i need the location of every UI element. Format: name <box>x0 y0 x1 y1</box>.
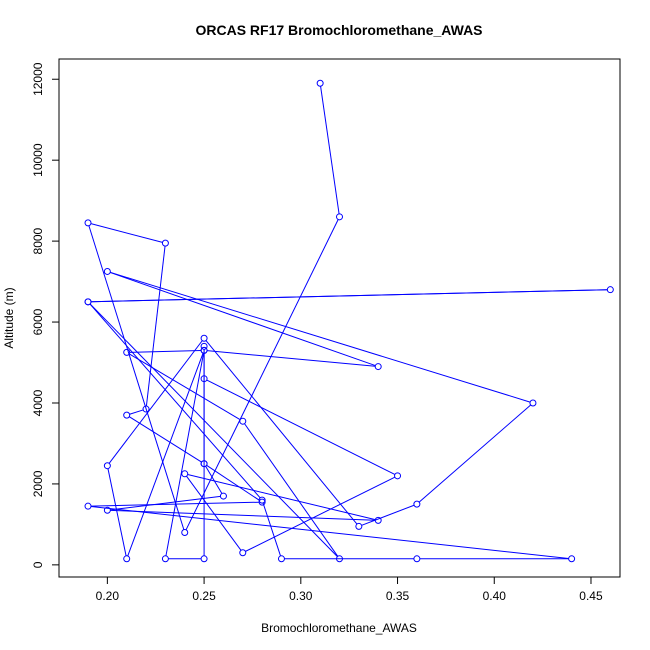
x-tick-label: 0.20 <box>96 589 120 603</box>
y-axis: 0 2000 4000 6000 8000 10000 12000 <box>31 62 60 568</box>
x-tick-label: 0.40 <box>483 589 507 603</box>
series-segment <box>206 464 260 501</box>
series-segment <box>110 495 221 511</box>
data-point <box>374 516 382 524</box>
data-point <box>200 460 208 468</box>
data-point <box>84 502 92 510</box>
y-axis-label: Altitude (m) <box>2 287 16 348</box>
series-segment <box>185 219 339 531</box>
series-segment <box>129 353 241 421</box>
data-point <box>374 363 382 371</box>
data-point <box>123 348 131 356</box>
data-point <box>161 239 169 247</box>
series-segment <box>207 350 376 367</box>
y-tick-label: 12000 <box>31 62 45 96</box>
data-point <box>103 462 111 470</box>
data-point <box>568 555 576 563</box>
data-point <box>103 267 111 275</box>
data-point <box>181 528 189 536</box>
data-point <box>123 555 131 563</box>
y-tick-label: 2000 <box>31 470 45 497</box>
series-segment <box>90 223 163 243</box>
y-tick-label: 6000 <box>31 308 45 335</box>
y-tick-label: 8000 <box>31 227 45 254</box>
series-segment <box>205 466 223 494</box>
data-point <box>239 549 247 557</box>
series-segment <box>187 474 376 521</box>
series-segment <box>128 416 202 463</box>
data-point <box>103 506 111 514</box>
series-segment <box>186 475 242 551</box>
series-segment <box>89 303 338 557</box>
data-point <box>84 219 92 227</box>
x-tick-label: 0.30 <box>289 589 313 603</box>
chart-title: ORCAS RF17 Bromochloromethane_AWAS <box>195 22 482 38</box>
data-point <box>355 522 363 530</box>
data-point <box>606 286 614 294</box>
data-point <box>123 411 131 419</box>
x-axis: 0.20 0.25 0.30 0.35 0.40 0.45 <box>96 576 603 603</box>
series-segment <box>110 271 531 403</box>
data-point <box>200 555 208 563</box>
data-point <box>277 555 285 563</box>
series-segment <box>205 340 358 525</box>
data-point <box>394 472 402 480</box>
series-segment <box>320 86 340 214</box>
series-segment <box>418 404 532 503</box>
data-point <box>258 496 266 504</box>
series-segment <box>262 502 282 557</box>
series-segment <box>165 353 205 556</box>
series-segment <box>127 353 204 557</box>
series-segment <box>206 379 396 475</box>
series-segment <box>90 506 569 559</box>
series-segment <box>110 271 376 367</box>
data-point <box>413 500 421 508</box>
data-point <box>181 470 189 478</box>
y-tick-label: 10000 <box>31 143 45 177</box>
series-segment <box>244 423 339 557</box>
data-point <box>336 555 343 563</box>
data-point <box>161 555 169 563</box>
data-point <box>142 405 150 413</box>
data-point <box>316 79 324 87</box>
series-segment <box>245 476 396 552</box>
series-segment <box>108 340 203 464</box>
data-point <box>200 375 208 383</box>
series-segment <box>88 225 185 530</box>
data-point <box>84 298 92 306</box>
x-tick-label: 0.25 <box>192 589 216 603</box>
series-segment <box>91 501 260 507</box>
data-point <box>219 492 227 500</box>
y-tick-label: 0 <box>31 561 45 568</box>
series-segment <box>89 303 261 499</box>
series-segment <box>361 504 415 526</box>
series-segment <box>91 289 608 303</box>
series-segment <box>129 349 202 353</box>
data-point <box>200 342 208 350</box>
y-tick-label: 4000 <box>31 389 45 416</box>
series-segment <box>110 509 376 521</box>
data-point <box>200 346 208 354</box>
x-tick-label: 0.45 <box>579 589 603 603</box>
series-segment <box>107 468 127 556</box>
data-point <box>258 498 266 506</box>
data-point <box>336 213 343 221</box>
series-layer <box>84 79 614 563</box>
data-point <box>413 555 421 563</box>
data-point <box>529 399 537 407</box>
data-point <box>200 334 208 342</box>
x-axis-label: Bromochloromethane_AWAS <box>261 621 417 635</box>
series-segment <box>145 246 166 407</box>
data-point <box>239 417 247 425</box>
x-tick-label: 0.35 <box>386 589 410 603</box>
series-segment <box>129 409 144 415</box>
plot-frame <box>58 58 621 578</box>
